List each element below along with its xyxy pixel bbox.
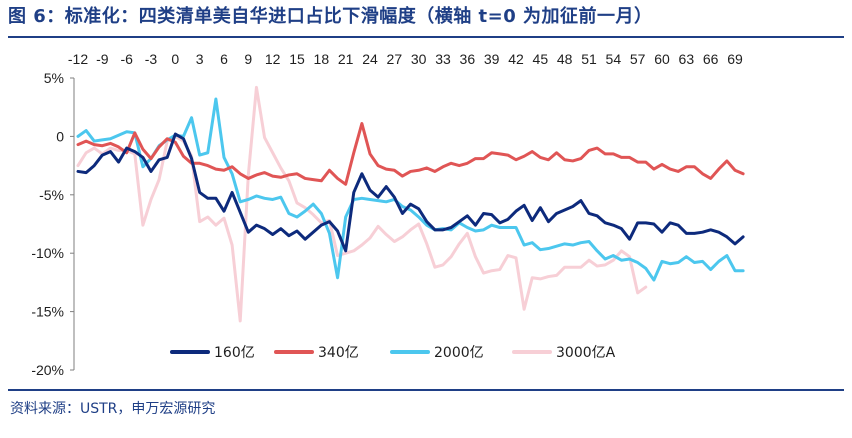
x-tick-label: 9 (244, 51, 252, 67)
x-tick-label: 42 (508, 51, 524, 67)
x-tick-label: 48 (557, 51, 573, 67)
x-tick-label: 69 (727, 51, 743, 67)
series-line-2 (76, 122, 745, 186)
y-axis: 5% 0 -5% -10% -15% -20% (31, 70, 75, 378)
legend-label: 160亿 (214, 345, 255, 361)
x-tick-label: 0 (171, 51, 179, 67)
x-tick-label: 30 (411, 51, 427, 67)
x-axis: -12 -9 -6 -3 0 3 6 9 12 15 18 21 24 27 30 33 36 39 42 45 48 5… (68, 51, 743, 67)
legend-label: 340亿 (318, 345, 359, 361)
x-tick-label: 36 (460, 51, 476, 67)
x-tick-label: 45 (533, 51, 549, 67)
x-tick-label: -6 (120, 51, 133, 67)
x-tick-label: -12 (68, 51, 88, 67)
x-tick-label: 63 (679, 51, 695, 67)
x-tick-label: 54 (606, 51, 622, 67)
series-line-3 (76, 97, 745, 282)
x-tick-label: 66 (703, 51, 719, 67)
x-tick-label: 27 (387, 51, 403, 67)
x-tick-label: 57 (630, 51, 646, 67)
x-tick-label: 51 (581, 51, 597, 67)
source-note: 资料来源：USTR，申万宏源研究 (10, 401, 216, 417)
y-tick-label: -10% (31, 245, 64, 261)
top-rule (8, 36, 844, 38)
x-tick-label: 6 (220, 51, 228, 67)
x-tick-label: -9 (96, 51, 109, 67)
legend: 160亿 340亿 2000亿 3000亿A (170, 345, 616, 361)
x-tick-label: 39 (484, 51, 500, 67)
y-tick-label: 0 (56, 128, 64, 144)
x-tick-label: 18 (314, 51, 330, 67)
y-tick-label: -20% (31, 362, 64, 378)
series-line-1 (76, 132, 745, 253)
legend-label: 2000亿 (434, 345, 484, 361)
x-tick-label: 24 (362, 51, 378, 67)
legend-label: 3000亿A (556, 345, 616, 361)
x-tick-label: -3 (145, 51, 158, 67)
x-tick-label: 33 (435, 51, 451, 67)
x-tick-label: 60 (654, 51, 670, 67)
x-tick-label: 3 (196, 51, 204, 67)
y-tick-label: 5% (44, 70, 64, 86)
y-tick-label: -15% (31, 304, 64, 320)
bottom-rule (8, 389, 844, 391)
y-tick-label: -5% (39, 187, 64, 203)
x-tick-label: 15 (289, 51, 305, 67)
x-tick-label: 12 (265, 51, 281, 67)
x-tick-label: 21 (338, 51, 354, 67)
series-group (76, 85, 745, 323)
chart-title: 图 6：标准化：四类清单美自华进口占比下滑幅度（横轴 t=0 为加征前一月） (8, 6, 653, 27)
